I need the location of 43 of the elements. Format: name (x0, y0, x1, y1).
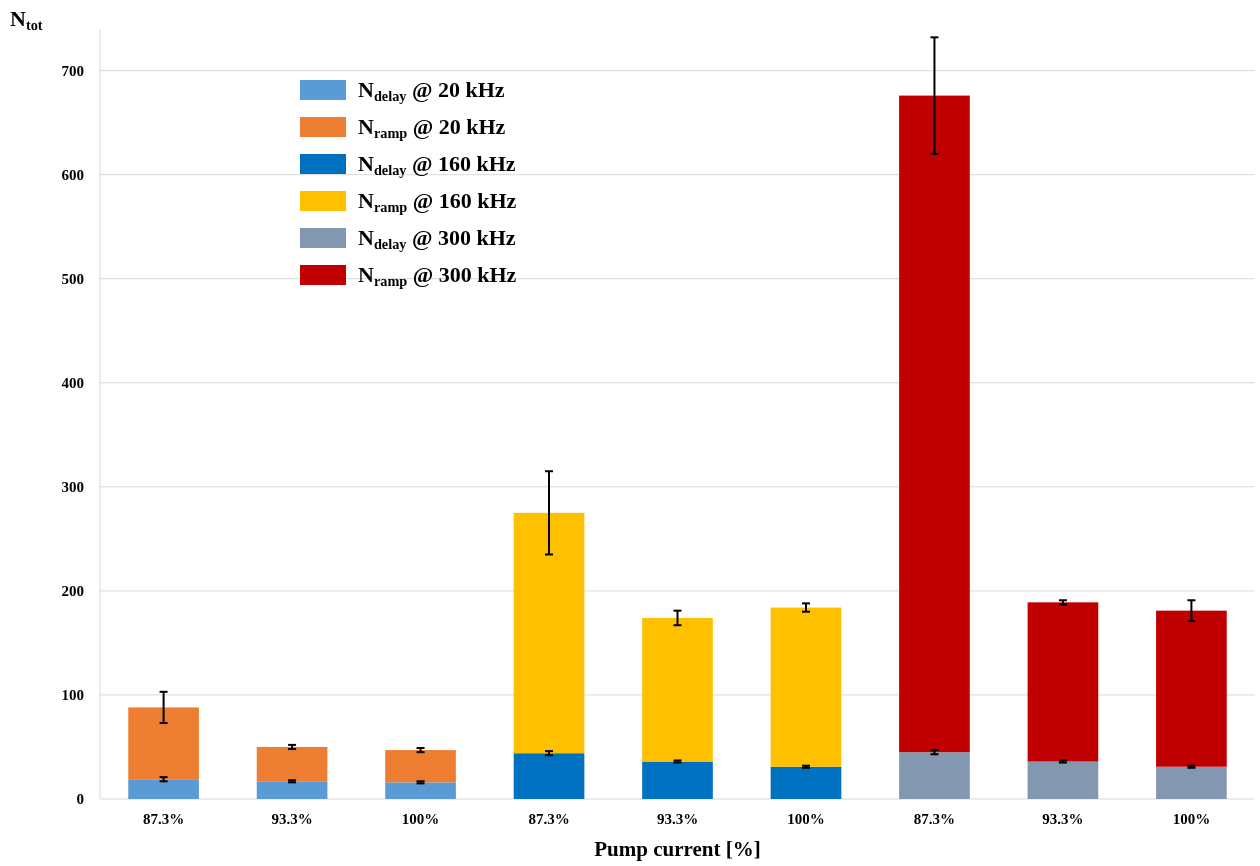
bar (256, 781, 328, 799)
x-tick-label: 93.3% (656, 811, 699, 828)
bar (513, 512, 585, 754)
x-axis-title: Pump current [%] (594, 837, 761, 861)
bar (770, 766, 842, 799)
bar (899, 95, 970, 753)
x-tick-label: 100% (1172, 811, 1211, 828)
x-tick-label: 87.3% (142, 811, 185, 828)
y-tick-label: 600 (61, 166, 84, 183)
y-tick-label: 0 (76, 791, 84, 808)
x-tick-label: 100% (401, 811, 440, 828)
legend-label: N$_{delay}$ @ 300 kHz (358, 225, 516, 252)
bar (128, 779, 199, 799)
bar (642, 761, 713, 799)
y-tick-label: 700 (61, 62, 84, 79)
x-tick-label: 93.3% (271, 811, 313, 828)
bar (642, 617, 713, 762)
y-tick-label: 100 (61, 687, 84, 704)
bar (1156, 610, 1227, 767)
x-tick-label: 100% (787, 811, 825, 828)
legend-label: N$_{ramp}$ @ 300 kHz (358, 262, 517, 289)
x-tick-label: 87.3% (913, 811, 956, 828)
x-tick-label: 93.3% (1042, 811, 1084, 828)
bar (128, 707, 199, 780)
bar (385, 750, 456, 783)
x-tick-label: 87.3% (528, 811, 570, 828)
y-tick-label: 200 (61, 583, 84, 600)
legend-label: N$_{delay}$ @ 20 kHz (358, 77, 505, 104)
legend-label: N$_{ramp}$ @ 160 kHz (358, 188, 517, 215)
bar (1156, 766, 1227, 799)
legend-label: N$_{delay}$ @ 160 kHz (358, 151, 516, 178)
bar (1027, 761, 1099, 799)
bar (1027, 602, 1099, 762)
bar (256, 746, 328, 782)
bar (513, 753, 585, 799)
legend-label: N$_{ramp}$ @ 20 kHz (358, 114, 506, 141)
bar (899, 752, 970, 799)
bar (770, 607, 842, 767)
y-tick-label: 400 (61, 375, 84, 392)
y-tick-label: 300 (61, 479, 84, 496)
y-tick-label: 500 (61, 270, 84, 287)
bar (385, 782, 456, 799)
y-axis-title: N$_{tot}$ (10, 6, 43, 33)
